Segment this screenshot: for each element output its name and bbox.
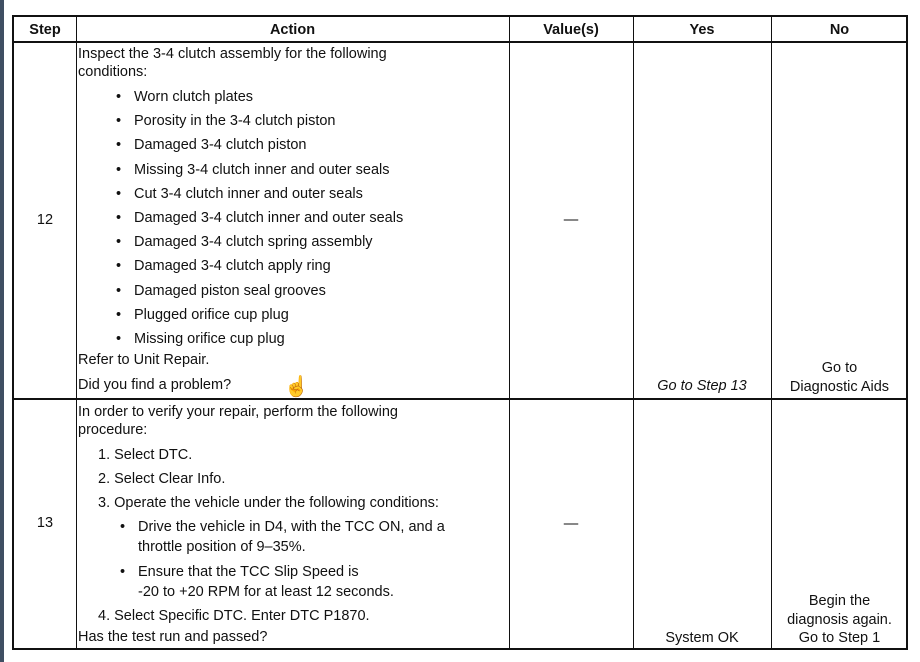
action-text: Inspect the 3-4 clutch assembly for the … (78, 46, 387, 62)
header-step: Step (29, 22, 61, 38)
hand-pointer-icon: ☝ (284, 376, 309, 398)
header-yes: Yes (689, 22, 715, 38)
header-action: Action (269, 22, 316, 38)
action-text: Refer to Unit Repair. (78, 352, 210, 368)
sub-bullet: -20 to +20 RPM for at least 12 seconds. (138, 584, 394, 600)
bullet-item: Damaged 3-4 clutch spring assembly (134, 234, 373, 251)
sub-bullet: Ensure that the TCC Slip Speed is (138, 564, 359, 580)
procedure-step: 2. Select Clear Info. (98, 471, 226, 487)
step-number: 12 (36, 212, 54, 228)
value-text: — (563, 212, 579, 228)
divider (771, 17, 772, 648)
divider (14, 398, 906, 400)
step-number: 13 (36, 515, 54, 531)
sub-bullet: throttle position of 9–35%. (138, 539, 306, 555)
bullet-icon: • (116, 331, 122, 347)
action-text: procedure: (78, 422, 148, 438)
bullet-icon: • (116, 210, 122, 226)
bullet-item: Damaged 3-4 clutch inner and outer seals (134, 210, 404, 226)
window-edge (0, 0, 4, 662)
yes-link[interactable]: System OK (665, 630, 739, 646)
bullet-icon: • (116, 282, 122, 299)
bullet-icon: • (116, 89, 122, 105)
bullet-icon: • (120, 564, 126, 580)
divider (14, 41, 906, 43)
procedure-step: 3. Operate the vehicle under the followi… (98, 495, 439, 511)
diagnostic-table: Step Action Value(s) Yes No 12 Inspect t… (12, 15, 908, 650)
bullet-icon: • (116, 258, 122, 275)
divider (76, 17, 77, 648)
no-link[interactable]: Begin the (808, 593, 871, 609)
bullet-item: Plugged orifice cup plug (134, 306, 289, 323)
no-link[interactable]: Diagnostic Aids (789, 379, 890, 395)
divider (633, 17, 634, 648)
header-values: Value(s) (543, 22, 599, 38)
bullet-icon: • (116, 185, 122, 202)
bullet-icon: • (116, 113, 122, 130)
question-text: Did you find a problem? (78, 377, 232, 393)
sub-bullet: Drive the vehicle in D4, with the TCC ON… (138, 519, 445, 535)
question-text: Has the test run and passed? (78, 629, 268, 645)
action-text: conditions: (78, 64, 148, 80)
procedure-step: 4. Select Specific DTC. Enter DTC P1870. (98, 608, 370, 624)
bullet-item: Missing orifice cup plug (134, 331, 285, 347)
bullet-icon: • (116, 161, 122, 178)
divider (509, 17, 510, 648)
bullet-item: Missing 3-4 clutch inner and outer seals (134, 161, 390, 178)
bullet-item: Cut 3-4 clutch inner and outer seals (134, 185, 363, 202)
no-link[interactable]: diagnosis again. (787, 612, 892, 628)
no-link[interactable]: Go to Step 1 (798, 630, 881, 646)
bullet-item: Damaged 3-4 clutch apply ring (134, 258, 331, 275)
bullet-icon: • (116, 234, 122, 251)
header-no: No (829, 22, 850, 38)
bullet-item: Porosity in the 3-4 clutch piston (134, 113, 336, 130)
bullet-item: Damaged 3-4 clutch piston (134, 137, 307, 154)
bullet-item: Damaged piston seal grooves (134, 282, 326, 299)
no-link[interactable]: Go to (821, 360, 858, 376)
action-text: In order to verify your repair, perform … (78, 404, 398, 420)
bullet-icon: • (116, 137, 122, 154)
bullet-item: Worn clutch plates (134, 89, 254, 105)
yes-link[interactable]: Go to Step 13 (657, 378, 747, 394)
value-text: — (563, 516, 579, 532)
bullet-icon: • (120, 519, 126, 535)
bullet-icon: • (116, 306, 122, 323)
procedure-step: 1. Select DTC. (98, 447, 193, 463)
